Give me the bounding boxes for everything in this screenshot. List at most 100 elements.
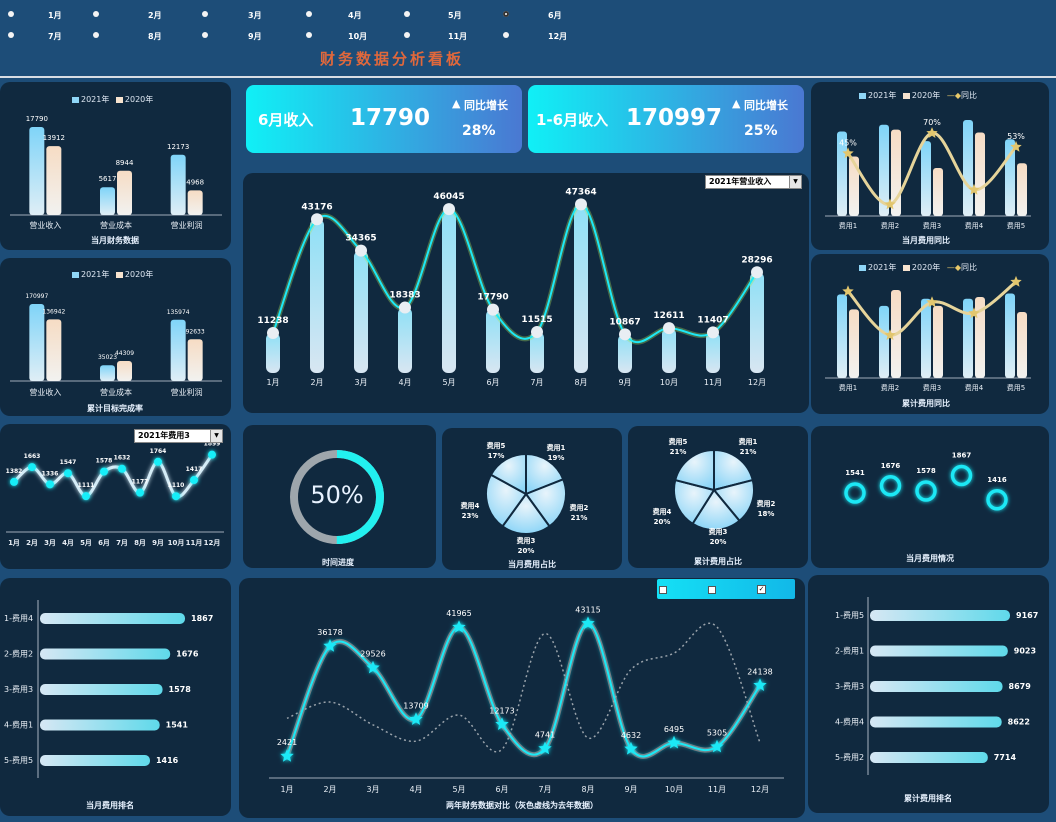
rank-label: 1-费用4 <box>4 613 33 623</box>
month-label: 11月 <box>704 378 722 387</box>
data-point <box>619 328 631 341</box>
value-label: 46045 <box>433 192 464 202</box>
yoy-marker <box>968 307 980 319</box>
checkbox-2[interactable] <box>708 586 716 594</box>
data-point <box>280 749 294 762</box>
bar-2020 <box>46 319 62 381</box>
value-label: 11407 <box>697 315 728 325</box>
value-label: 1578 <box>916 467 936 475</box>
data-point <box>707 326 719 339</box>
pie-slice <box>673 478 716 526</box>
data-point <box>172 492 180 501</box>
monthly-financial-panel: 17790 13912 营业收入 5617 8944 营业成本 12173 4968 营业利润 … <box>0 82 231 250</box>
revenue-bar <box>706 332 720 373</box>
month-label: 4月 <box>348 11 362 20</box>
month-radio-8[interactable] <box>93 32 99 38</box>
month-radio-11[interactable] <box>404 32 410 38</box>
bar-2020 <box>849 309 859 378</box>
month-label: 2月 <box>148 11 162 20</box>
slice-label: 费用3 <box>517 536 536 545</box>
value-label: 12173 <box>167 143 189 151</box>
slice-value: 20% <box>710 538 727 546</box>
value-label: 4632 <box>621 731 641 740</box>
bar-2020 <box>117 361 132 381</box>
month-label: 2月 <box>323 785 336 794</box>
month-radio-4[interactable] <box>306 11 312 17</box>
value-label: 29526 <box>360 650 385 659</box>
fee-dropdown[interactable]: 2021年费用3 ▼ <box>134 429 223 443</box>
value-label: 1416 <box>156 756 179 765</box>
month-radio-2[interactable] <box>93 11 99 17</box>
value-label: 10867 <box>609 317 640 327</box>
category-label: 营业利润 <box>171 387 203 397</box>
bar-2020 <box>933 168 943 216</box>
trend-glow <box>270 201 760 345</box>
kpi-value: 17790 <box>350 105 431 131</box>
legend: 2021年 2020年 <box>72 94 153 105</box>
month-label: 3月 <box>354 378 367 387</box>
value-label: 43176 <box>301 202 332 212</box>
data-point <box>624 741 638 755</box>
chevron-down-icon[interactable]: ▼ <box>210 430 222 442</box>
value-label: 1110 <box>168 482 185 489</box>
trend-line <box>272 203 758 343</box>
month-radio-6[interactable] <box>503 11 509 17</box>
value-label: 28296 <box>741 255 772 265</box>
slice-value: 21% <box>670 448 687 456</box>
month-radio-1[interactable] <box>8 11 14 17</box>
value-label: 43115 <box>575 605 600 614</box>
checkbox-1[interactable] <box>659 586 667 594</box>
month-radio-9[interactable] <box>202 32 208 38</box>
month-label: 8月 <box>148 32 162 41</box>
rank-bar <box>40 613 185 624</box>
value-label: 17790 <box>26 115 48 123</box>
month-radio-10[interactable] <box>306 32 312 38</box>
bar-2020 <box>187 339 203 381</box>
month-label: 2月 <box>310 378 323 387</box>
month-radio-5[interactable] <box>404 11 410 17</box>
chevron-down-icon[interactable]: ▼ <box>789 176 801 188</box>
data-point <box>267 326 279 339</box>
bar-2020 <box>187 190 203 215</box>
month-label: 6月 <box>495 785 508 794</box>
month-radio-7[interactable] <box>8 32 14 38</box>
value-label: 1764 <box>150 448 167 455</box>
category-label: 费用1 <box>839 383 857 392</box>
revenue-dropdown[interactable]: 2021年营业收入 ▼ <box>705 175 802 189</box>
category-label: 营业利润 <box>171 220 203 230</box>
chart-svg: 1月 2月 3月 4月 5月 6月 7月 8月 9月 10月 11月 12月 2421 36178 2952… <box>269 605 784 794</box>
value-label: 1899 <box>204 441 221 448</box>
bar-2020 <box>975 297 985 378</box>
month-label: 12月 <box>548 32 568 41</box>
month-radio-3[interactable] <box>202 11 208 17</box>
value-label: 9167 <box>1016 611 1038 620</box>
status-ring <box>879 475 902 497</box>
month-label: 7月 <box>538 785 551 794</box>
value-label: 8622 <box>1008 718 1030 727</box>
data-point <box>538 741 552 755</box>
header-divider <box>0 76 1056 78</box>
category-label: 营业成本 <box>100 387 132 397</box>
value-label: 13709 <box>403 701 428 710</box>
chart-svg: 1541 1676 1578 1867 1416 <box>844 451 1008 511</box>
panel-title: 当月费用情况 <box>906 554 954 563</box>
value-label: 12173 <box>489 706 514 715</box>
value-label: 1547 <box>60 459 77 466</box>
month-label: 5月 <box>442 378 455 387</box>
status-ring <box>986 489 1008 511</box>
checkbox-3[interactable]: ✓ <box>757 585 766 594</box>
value-label: 44309 <box>115 350 134 357</box>
yoy-marker <box>842 285 854 297</box>
month-label: 12月 <box>751 785 769 794</box>
month-label: 11月 <box>448 32 468 41</box>
panel-title: 累计费用占比 <box>694 557 742 566</box>
month-radio-12[interactable] <box>503 32 509 38</box>
kpi-card-cumulative: 1-6月收入 170997 ▲ 同比增长 25% <box>528 85 804 153</box>
month-label: 7月 <box>48 32 62 41</box>
month-label: 10月 <box>665 785 683 794</box>
value-label: 36178 <box>317 628 342 637</box>
month-label: 9月 <box>248 32 262 41</box>
panel-title: 当月财务数据 <box>91 236 139 245</box>
bar-2021 <box>100 187 115 215</box>
slice-label: 费用2 <box>570 503 589 512</box>
